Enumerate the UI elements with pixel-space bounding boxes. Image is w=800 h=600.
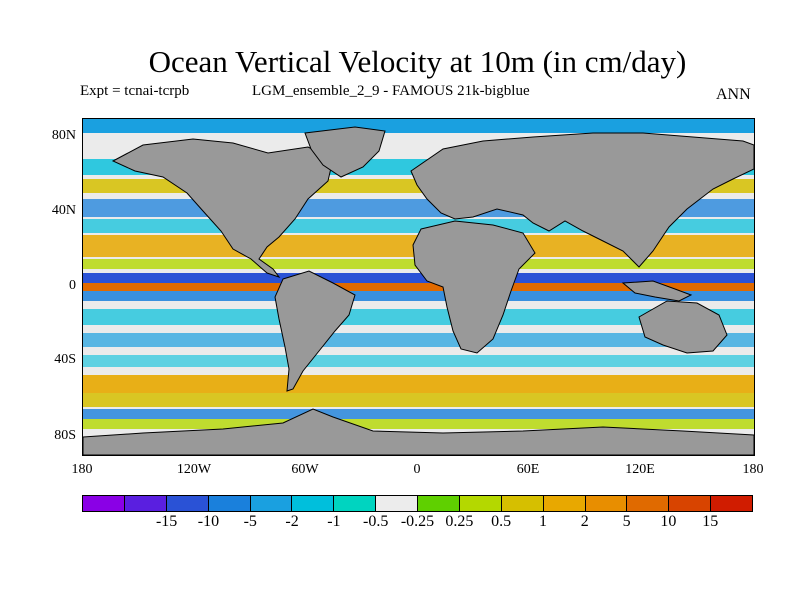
south-america-landmass bbox=[274, 270, 356, 392]
colorbar-box bbox=[376, 496, 418, 511]
colorbar-box bbox=[669, 496, 712, 511]
colorbar-box bbox=[459, 496, 502, 511]
colorbar-box bbox=[334, 496, 377, 511]
colorbar-box bbox=[711, 496, 752, 511]
colorbar-box bbox=[124, 496, 167, 511]
season-label: ANN bbox=[716, 86, 751, 103]
colorbar-label: 2 bbox=[580, 513, 589, 530]
colorbar-label: -1 bbox=[327, 513, 341, 530]
colorbar-label: 0.25 bbox=[445, 513, 474, 530]
colorbar-label: 15 bbox=[702, 513, 719, 530]
velocity-band bbox=[83, 419, 754, 429]
antarctica-landmass bbox=[83, 408, 754, 455]
colorbar-box bbox=[543, 496, 586, 511]
velocity-band bbox=[83, 375, 754, 393]
velocity-band bbox=[83, 273, 754, 283]
australia-landmass bbox=[638, 300, 728, 354]
lat-label: 40S bbox=[54, 352, 76, 367]
colorbar-box bbox=[585, 496, 628, 511]
velocity-band bbox=[83, 355, 754, 367]
colorbar bbox=[82, 495, 753, 512]
velocity-band bbox=[83, 119, 754, 133]
greenland-landmass bbox=[304, 126, 386, 178]
colorbar-box bbox=[250, 496, 293, 511]
lon-label: 0 bbox=[413, 462, 421, 477]
lat-label: 0 bbox=[69, 278, 76, 293]
colorbar-box bbox=[166, 496, 209, 511]
colorbar-box bbox=[83, 496, 125, 511]
lon-label: 180 bbox=[71, 462, 93, 477]
colorbar-label: -2 bbox=[285, 513, 299, 530]
africa-landmass bbox=[412, 220, 536, 354]
velocity-band bbox=[83, 283, 754, 291]
lat-label: 80S bbox=[54, 428, 76, 443]
velocity-band bbox=[83, 409, 754, 419]
colorbar-box bbox=[418, 496, 460, 511]
colorbar-box bbox=[292, 496, 335, 511]
velocity-band bbox=[83, 393, 754, 407]
velocity-band bbox=[83, 309, 754, 325]
land-masses bbox=[83, 126, 754, 455]
map-title: Ocean Vertical Velocity at 10m (in cm/da… bbox=[148, 44, 687, 79]
map-svg bbox=[83, 119, 754, 455]
lon-label: 60E bbox=[516, 462, 540, 477]
colorbar-label: 10 bbox=[660, 513, 677, 530]
colorbar-box bbox=[501, 496, 544, 511]
colorbar-label: -15 bbox=[155, 513, 178, 530]
colorbar-label: -10 bbox=[197, 513, 220, 530]
colorbar-label: -0.25 bbox=[400, 513, 435, 530]
velocity-map bbox=[82, 118, 755, 456]
north-america-landmass bbox=[111, 138, 334, 278]
colorbar-label: -5 bbox=[243, 513, 257, 530]
colorbar-box bbox=[627, 496, 670, 511]
lon-label: 120E bbox=[625, 462, 655, 477]
colorbar-box bbox=[208, 496, 251, 511]
experiment-label: Expt = tcnai-tcrpb bbox=[80, 83, 190, 99]
lon-label: 180 bbox=[742, 462, 764, 477]
colorbar-label: -0.5 bbox=[363, 513, 389, 530]
indonesia-landmass bbox=[621, 280, 693, 302]
lat-label: 40N bbox=[51, 203, 76, 218]
velocity-band bbox=[83, 333, 754, 347]
run-label: LGM_ensemble_2_9 - FAMOUS 21k-bigblue bbox=[252, 83, 530, 99]
colorbar-label: 5 bbox=[622, 513, 631, 530]
lon-label: 60W bbox=[291, 462, 319, 477]
colorbar-label: 0.5 bbox=[491, 513, 512, 530]
eurasia-landmass bbox=[410, 132, 754, 268]
lon-label: 120W bbox=[176, 462, 212, 477]
velocity-band bbox=[83, 291, 754, 301]
colorbar-label: 1 bbox=[538, 513, 547, 530]
lat-label: 80N bbox=[51, 128, 76, 143]
